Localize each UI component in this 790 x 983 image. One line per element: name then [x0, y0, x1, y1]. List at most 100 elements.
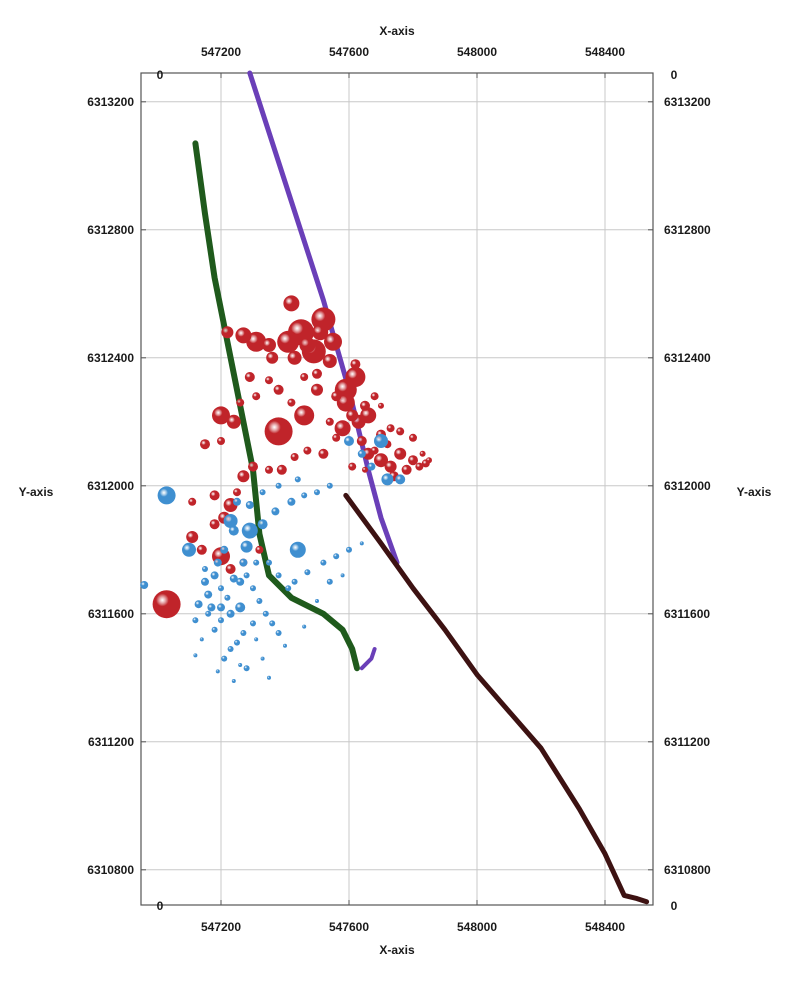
event-point	[336, 393, 355, 412]
y-axis-title-left: Y-axis	[19, 485, 54, 499]
event-point	[318, 448, 329, 459]
event-point	[294, 476, 301, 483]
event-point	[333, 553, 340, 560]
event-point	[209, 519, 220, 530]
event-point	[237, 470, 250, 483]
x-tick-label-top: 548400	[585, 45, 625, 59]
event-point	[260, 656, 265, 661]
event-point	[396, 427, 405, 436]
event-point	[236, 577, 245, 586]
event-point	[283, 295, 300, 312]
y-tick-label-left: 6310800	[87, 863, 134, 877]
event-point	[201, 577, 209, 586]
event-point	[210, 571, 219, 580]
event-point	[193, 653, 198, 658]
event-point	[283, 643, 287, 648]
event-point	[215, 669, 220, 674]
event-point	[238, 663, 243, 667]
event-point	[362, 466, 368, 473]
event-point	[409, 433, 417, 442]
event-point	[250, 585, 256, 592]
event-point	[287, 398, 296, 407]
event-point	[395, 474, 406, 485]
corner-label-top-left: 0	[157, 68, 164, 82]
x-tick-label-top: 548000	[457, 45, 497, 59]
event-point	[234, 639, 240, 646]
event-point	[344, 436, 354, 446]
event-point	[227, 646, 234, 652]
event-point	[140, 581, 149, 589]
event-point	[248, 461, 258, 472]
event-point	[367, 462, 376, 471]
event-point	[226, 414, 241, 429]
event-point	[287, 350, 302, 365]
event-point	[275, 572, 282, 579]
event-point	[312, 324, 329, 341]
event-point	[277, 330, 300, 353]
event-point	[326, 578, 333, 585]
event-point	[381, 473, 394, 486]
event-point	[304, 569, 311, 576]
event-point	[265, 465, 273, 474]
series-layer	[140, 70, 650, 905]
event-point	[275, 630, 282, 636]
event-point	[245, 501, 254, 509]
y-tick-label-right: 6311600	[664, 607, 710, 621]
y-tick-label-right: 6313200	[664, 95, 711, 109]
corner-label-top-right: 0	[671, 68, 678, 82]
event-point	[233, 497, 241, 506]
y-tick-label-right: 6312400	[664, 351, 711, 365]
event-point	[221, 655, 228, 662]
event-point	[314, 489, 320, 496]
event-point	[359, 541, 364, 546]
event-point	[346, 546, 352, 553]
event-point	[241, 522, 258, 539]
event-point	[302, 624, 307, 629]
event-point	[250, 620, 256, 627]
event-point	[254, 637, 259, 642]
event-point	[266, 559, 272, 566]
event-point	[194, 600, 203, 609]
event-point	[231, 679, 236, 683]
event-point	[224, 594, 231, 601]
event-point	[262, 610, 269, 617]
event-point	[294, 405, 315, 426]
event-point	[256, 598, 263, 604]
event-point	[239, 558, 248, 567]
plot-frame	[140, 72, 654, 906]
event-point	[370, 392, 379, 401]
event-point	[415, 462, 424, 471]
event-point	[202, 566, 208, 572]
event-point	[218, 585, 224, 592]
ticks-layer: 547200 547200 547600 547600 548000 548000 5484…	[87, 45, 711, 934]
event-point	[255, 545, 264, 554]
event-point	[235, 327, 252, 344]
event-point	[276, 464, 287, 475]
event-point	[192, 617, 199, 624]
event-point	[350, 359, 361, 370]
event-point	[332, 433, 341, 442]
event-point	[334, 420, 351, 437]
event-point	[266, 351, 279, 364]
x-tick-label-bottom: 548000	[457, 920, 497, 934]
event-point	[269, 620, 276, 627]
event-point	[264, 417, 293, 446]
y-tick-label-right: 6312800	[664, 223, 711, 237]
event-point	[426, 457, 432, 464]
event-point	[325, 417, 334, 426]
event-point	[348, 462, 357, 471]
y-tick-label-right: 6310800	[664, 863, 711, 877]
event-point	[235, 602, 246, 613]
event-point	[211, 626, 218, 633]
event-point	[285, 585, 292, 592]
event-point	[252, 392, 261, 401]
event-point	[291, 578, 298, 585]
event-point	[199, 637, 204, 642]
event-point	[182, 542, 196, 557]
event-point	[257, 519, 268, 530]
event-point	[408, 455, 418, 466]
event-point	[200, 439, 210, 450]
event-point	[262, 338, 276, 352]
